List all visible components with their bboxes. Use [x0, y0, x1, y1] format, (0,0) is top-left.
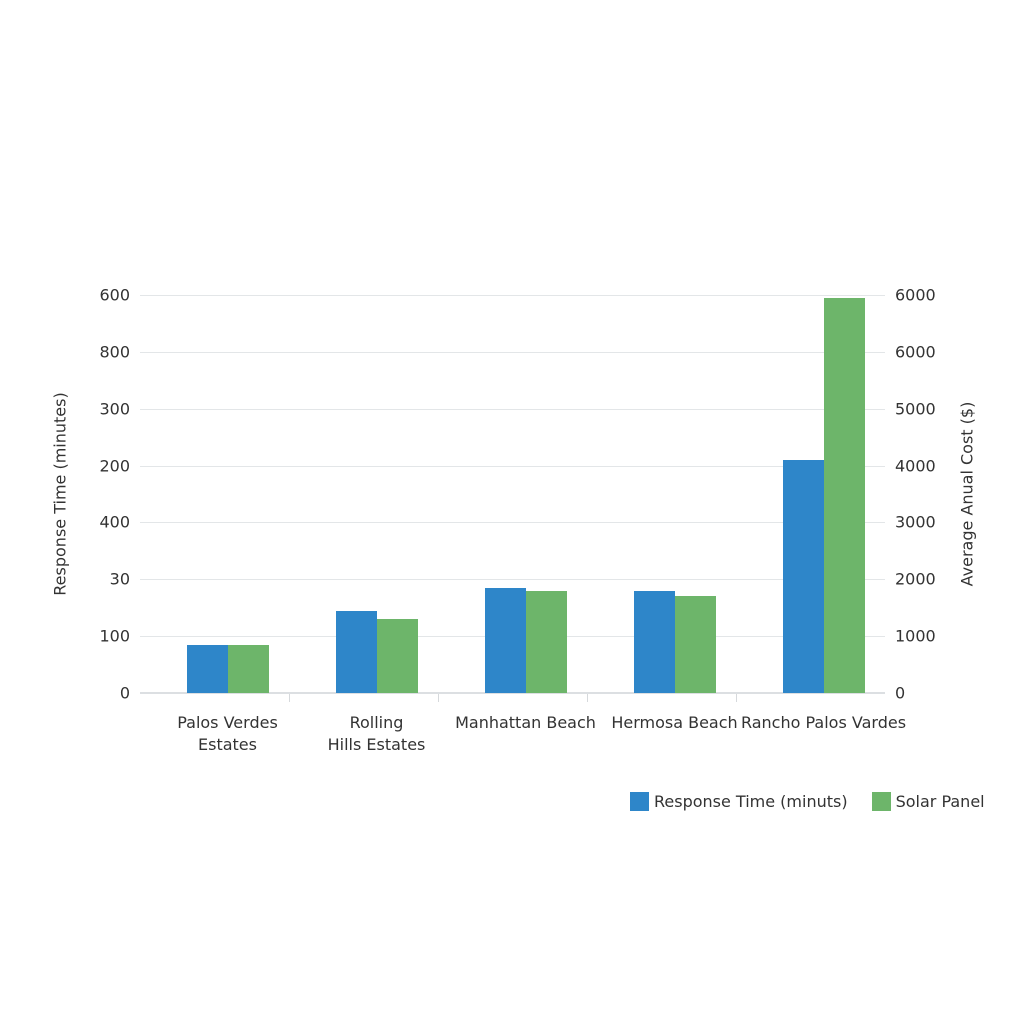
x-axis-category-label: Rolling Hills Estates — [328, 712, 426, 756]
bar-response-time[interactable] — [782, 459, 824, 693]
legend: Response Time (minuts) Solar Panel — [630, 792, 1009, 811]
category-label-line: Hermosa Beach — [611, 713, 738, 732]
category-label-line: Rancho Palos Vardes — [740, 713, 907, 732]
category-label-line: Hills Estates — [327, 735, 426, 754]
bar-response-time[interactable] — [633, 590, 675, 693]
left-axis-tick-label: 400 — [99, 512, 130, 532]
y-axis-title-left: Response Time (minutes) — [50, 392, 70, 596]
x-axis-tick — [587, 694, 588, 702]
x-axis-category-label: Palos Verdes Estates — [177, 712, 278, 756]
right-axis-tick-label: 2000 — [895, 569, 936, 589]
x-axis-line — [140, 692, 885, 694]
left-axis-tick-label: 200 — [99, 456, 130, 476]
right-axis-tick-label: 0 — [895, 683, 906, 703]
bar-response-time[interactable] — [335, 610, 377, 693]
right-axis-tick-label: 6000 — [895, 285, 936, 305]
bar-solar-panel[interactable] — [376, 619, 418, 693]
legend-item[interactable]: Solar Panel — [871, 792, 985, 811]
x-axis-tick — [438, 694, 439, 702]
gridline — [140, 522, 885, 524]
legend-swatch-icon — [630, 792, 649, 811]
x-axis-category-label: Manhattan Beach — [455, 712, 596, 734]
bar-solar-panel[interactable] — [525, 590, 567, 693]
right-axis-tick-label: 1000 — [895, 626, 936, 646]
bar-response-time[interactable] — [484, 587, 526, 693]
right-axis-tick-label: 4000 — [895, 456, 936, 476]
gridline — [140, 579, 885, 581]
category-label-line: Palos Verdes — [177, 713, 278, 732]
left-axis-tick-label: 300 — [99, 399, 130, 419]
legend-swatch-icon — [871, 792, 891, 811]
x-axis-tick — [289, 694, 290, 702]
bar-response-time[interactable] — [186, 644, 228, 693]
legend-item[interactable]: Response Time (minuts) — [630, 792, 848, 811]
gridline — [140, 465, 885, 467]
left-axis-tick-label: 600 — [99, 285, 130, 305]
gridline — [140, 408, 885, 410]
right-axis-tick-label: 6000 — [895, 342, 936, 362]
category-label-line: Estates — [198, 735, 257, 754]
category-label-line: Manhattan Beach — [455, 713, 596, 732]
left-axis-tick-label: 30 — [109, 569, 130, 589]
x-axis-tick — [736, 694, 737, 702]
legend-label: Response Time (minuts) — [654, 792, 848, 811]
left-axis-tick-label: 800 — [99, 342, 130, 362]
left-axis-tick-label: 100 — [99, 626, 130, 646]
bar-solar-panel[interactable] — [823, 298, 865, 693]
right-axis-tick-label: 5000 — [895, 399, 936, 419]
gridline — [140, 295, 885, 296]
gridline — [140, 351, 885, 353]
left-axis-tick-label: 0 — [119, 683, 130, 703]
right-axis-tick-label: 3000 — [895, 512, 936, 532]
legend-label: Solar Panel — [895, 792, 985, 811]
bar-solar-panel[interactable] — [227, 644, 269, 693]
bar-solar-panel[interactable] — [674, 596, 716, 693]
x-axis-category-label: Rancho Palos Vardes — [741, 712, 906, 734]
y-axis-title-right: Average Anual Cost ($) — [957, 401, 977, 587]
x-axis-category-label: Hermosa Beach — [611, 712, 737, 734]
category-label-line: Rolling — [349, 713, 404, 732]
